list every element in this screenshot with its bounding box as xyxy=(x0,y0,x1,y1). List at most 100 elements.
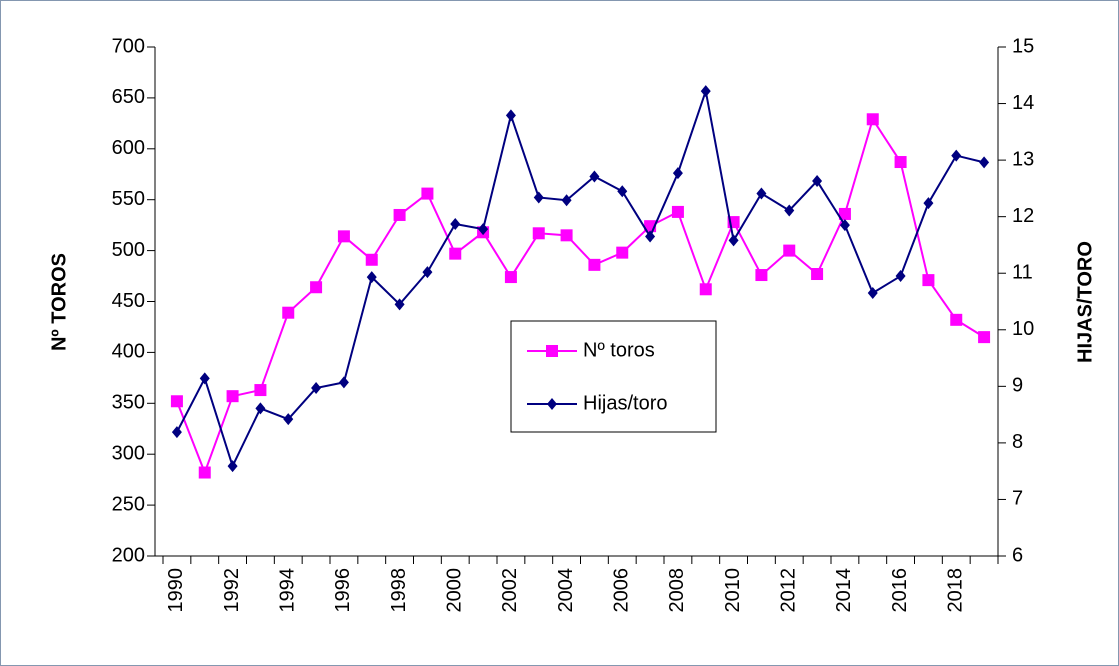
y-tick-label: 250 xyxy=(112,493,145,515)
marker xyxy=(337,230,350,243)
x-tick-label: 2008 xyxy=(666,568,688,613)
y-tick-label: 600 xyxy=(112,137,145,159)
y-tick-label: 450 xyxy=(112,290,145,312)
marker xyxy=(393,208,406,221)
legend-label: Nº toros xyxy=(583,339,655,361)
marker xyxy=(365,253,378,266)
x-tick-label: 1994 xyxy=(277,568,299,613)
x-tick-label: 2000 xyxy=(444,568,466,613)
y-axis-title: Nº TOROS xyxy=(48,253,70,351)
marker xyxy=(199,372,210,385)
legend-marker xyxy=(547,398,557,410)
y2-tick-label: 6 xyxy=(1012,544,1023,566)
marker xyxy=(978,331,991,344)
legend: Nº toros Hijas/toro xyxy=(510,320,717,433)
marker xyxy=(449,247,462,260)
x-tick-label: 2006 xyxy=(611,568,633,613)
y2-tick-label: 7 xyxy=(1012,488,1023,510)
marker xyxy=(282,306,295,319)
marker xyxy=(728,234,739,247)
marker xyxy=(198,466,211,479)
marker xyxy=(699,283,712,296)
marker xyxy=(311,382,322,395)
marker xyxy=(532,227,545,240)
marker xyxy=(783,244,796,257)
y-tick-label: 700 xyxy=(112,35,145,57)
marker xyxy=(979,156,990,169)
marker xyxy=(310,281,323,294)
y2-tick-label: 9 xyxy=(1012,375,1023,397)
marker xyxy=(866,113,879,126)
y2-tick-label: 14 xyxy=(1012,92,1034,114)
marker xyxy=(533,191,544,204)
y2-tick-label: 8 xyxy=(1012,431,1023,453)
marker xyxy=(366,271,377,284)
legend-box xyxy=(510,320,717,433)
marker xyxy=(560,229,573,242)
marker xyxy=(171,426,182,439)
x-tick-label: 2004 xyxy=(555,568,577,613)
x-tick-label: 2010 xyxy=(722,568,744,613)
marker xyxy=(671,205,684,218)
marker xyxy=(645,230,656,243)
legend-marker xyxy=(546,345,558,357)
y2-tick-label: 11 xyxy=(1012,262,1033,284)
x-tick-label: 1990 xyxy=(165,568,187,613)
marker xyxy=(254,384,267,397)
x-tick-label: 1996 xyxy=(332,568,354,613)
y2-tick-label: 10 xyxy=(1012,318,1034,340)
marker xyxy=(784,204,795,217)
marker xyxy=(588,258,601,271)
y-tick-label: 200 xyxy=(112,544,145,566)
marker xyxy=(839,219,850,232)
y2-axis-title: HIJAS/TORO xyxy=(1074,241,1096,363)
marker xyxy=(894,156,907,169)
marker xyxy=(950,313,963,326)
y-tick-label: 650 xyxy=(112,86,145,108)
marker xyxy=(561,194,572,207)
marker xyxy=(422,266,433,279)
marker xyxy=(867,287,878,300)
marker xyxy=(478,223,489,236)
x-tick-label: 2016 xyxy=(889,568,911,613)
marker xyxy=(895,270,906,283)
y-tick-label: 500 xyxy=(112,239,145,261)
x-tick-label: 2002 xyxy=(499,568,521,613)
marker xyxy=(951,149,962,162)
x-tick-label: 2014 xyxy=(833,568,855,613)
marker xyxy=(227,460,238,473)
marker xyxy=(283,413,294,426)
legend-label: Hijas/toro xyxy=(583,392,667,414)
marker xyxy=(255,402,266,415)
marker xyxy=(672,167,683,180)
marker xyxy=(421,187,434,200)
x-tick-label: 1998 xyxy=(388,568,410,613)
y2-tick-label: 13 xyxy=(1012,148,1034,170)
marker xyxy=(838,207,851,220)
y2-tick-label: 15 xyxy=(1012,35,1034,57)
marker xyxy=(812,175,823,188)
y-tick-label: 400 xyxy=(112,341,145,363)
y-tick-label: 300 xyxy=(112,442,145,464)
x-tick-label: 2018 xyxy=(945,568,967,613)
marker xyxy=(504,271,517,284)
marker xyxy=(755,269,768,282)
marker xyxy=(170,395,183,408)
marker xyxy=(811,268,824,281)
y-tick-label: 550 xyxy=(112,188,145,210)
marker xyxy=(338,376,349,389)
marker xyxy=(394,298,405,311)
marker xyxy=(226,390,239,403)
marker xyxy=(922,274,935,287)
y-tick-label: 350 xyxy=(112,392,145,414)
marker xyxy=(923,197,934,210)
series-line xyxy=(176,87,985,469)
marker xyxy=(756,187,767,200)
marker xyxy=(700,85,711,98)
marker xyxy=(450,218,461,231)
marker xyxy=(616,246,629,259)
marker xyxy=(589,170,600,183)
marker xyxy=(505,109,516,122)
